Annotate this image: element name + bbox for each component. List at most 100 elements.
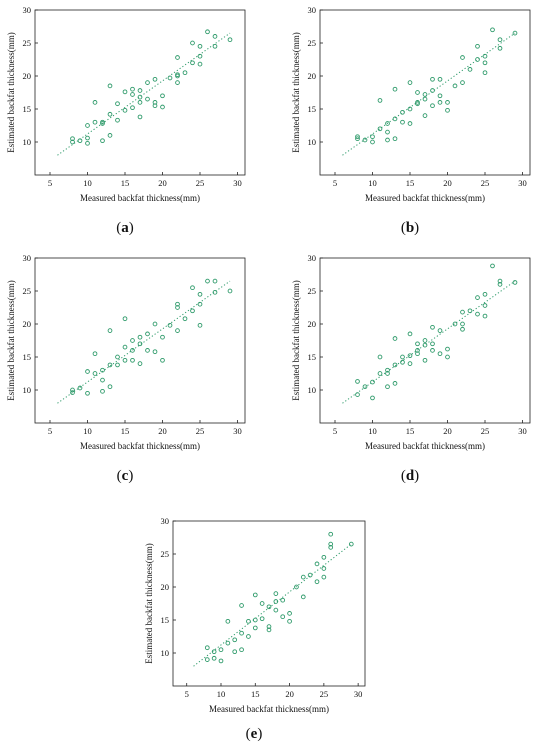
data-point	[176, 56, 180, 60]
trend-line	[194, 544, 352, 666]
data-point	[108, 84, 112, 88]
data-point	[431, 342, 435, 346]
data-point	[301, 595, 305, 599]
data-point	[138, 115, 142, 119]
scatter-panel-c: 5 10 15 20 25 30 10 15 20 25 30 Measured backfat th…	[6, 253, 245, 484]
x-tick-label: 30	[354, 689, 363, 699]
panel-caption: (a)	[116, 220, 134, 236]
x-tick-label: 5	[333, 178, 337, 188]
x-tick-label: 20	[443, 178, 452, 188]
trend-line	[58, 281, 231, 403]
data-point	[378, 372, 382, 376]
data-point	[93, 372, 97, 376]
data-point	[86, 370, 90, 374]
data-point	[123, 317, 127, 321]
data-point	[153, 322, 157, 326]
y-axis-label: Estimated backfat thickness(mm)	[6, 32, 16, 152]
data-point	[431, 349, 435, 353]
data-point	[446, 101, 450, 105]
data-point	[416, 91, 420, 95]
data-point	[108, 329, 112, 333]
data-point	[461, 56, 465, 60]
data-point	[138, 362, 142, 366]
data-point	[386, 385, 390, 389]
data-point	[131, 93, 135, 97]
data-point	[146, 81, 150, 85]
trend-line	[343, 33, 516, 155]
data-point	[438, 329, 442, 333]
x-tick-label: 5	[48, 178, 52, 188]
data-point	[446, 108, 450, 112]
data-point	[205, 658, 209, 662]
data-point	[315, 580, 319, 584]
data-point	[191, 286, 195, 290]
data-point	[93, 120, 97, 124]
data-point	[116, 363, 120, 367]
x-tick-label: 20	[158, 178, 167, 188]
data-point	[483, 304, 487, 308]
data-point	[86, 124, 90, 128]
data-point	[131, 106, 135, 110]
y-tick-label: 30	[308, 253, 317, 263]
data-point	[393, 137, 397, 141]
y-tick-label: 30	[23, 253, 32, 263]
data-point	[233, 638, 237, 642]
data-point	[146, 349, 150, 353]
data-point	[408, 122, 412, 126]
y-tick-label: 20	[308, 71, 317, 81]
y-tick-label: 20	[161, 582, 170, 592]
data-point	[393, 382, 397, 386]
data-point	[198, 323, 202, 327]
data-point	[393, 87, 397, 91]
data-point	[356, 380, 360, 384]
data-point	[213, 35, 217, 39]
data-point	[288, 612, 292, 616]
y-tick-label: 10	[308, 385, 317, 395]
x-tick-label: 10	[368, 426, 377, 436]
data-point	[408, 362, 412, 366]
x-tick-label: 15	[406, 178, 415, 188]
y-tick-label: 30	[308, 5, 317, 15]
y-tick-label: 10	[23, 385, 32, 395]
x-tick-label: 20	[443, 426, 452, 436]
data-point	[198, 44, 202, 48]
data-point	[322, 567, 326, 571]
data-point	[483, 71, 487, 75]
y-tick-label: 15	[308, 352, 317, 362]
x-tick-label: 10	[368, 178, 377, 188]
panel-caption: (c)	[117, 468, 134, 484]
data-point	[483, 292, 487, 296]
data-point	[226, 619, 230, 623]
data-point	[476, 312, 480, 316]
data-point	[206, 30, 210, 34]
data-point	[240, 604, 244, 608]
panel-label: b	[406, 220, 414, 236]
data-point	[386, 138, 390, 142]
panel-caption: (d)	[401, 468, 419, 484]
data-point	[253, 626, 257, 630]
data-point	[371, 135, 375, 139]
y-tick-label: 15	[23, 352, 32, 362]
x-axis-label: Measured backfat thickness(mm)	[80, 193, 200, 203]
x-tick-label: 30	[233, 178, 242, 188]
data-point	[131, 358, 135, 362]
scatter-panel-e: 5 10 15 20 25 301015202530Measured backfat th…	[144, 516, 365, 742]
data-point	[86, 391, 90, 395]
data-point	[123, 108, 127, 112]
y-tick-label: 10	[161, 648, 170, 658]
data-point	[393, 117, 397, 121]
data-point	[108, 385, 112, 389]
panel-caption: (b)	[401, 220, 419, 236]
y-axis-label: Estimated backfat thickness(mm)	[291, 32, 301, 152]
data-point	[393, 337, 397, 341]
data-point	[108, 112, 112, 116]
x-tick-label: 25	[196, 178, 205, 188]
data-point	[476, 58, 480, 62]
data-point	[153, 77, 157, 81]
data-point	[476, 296, 480, 300]
data-point	[461, 310, 465, 314]
y-tick-label: 25	[23, 286, 32, 296]
y-tick-label: 25	[23, 38, 32, 48]
data-point	[176, 81, 180, 85]
data-point	[146, 97, 150, 101]
